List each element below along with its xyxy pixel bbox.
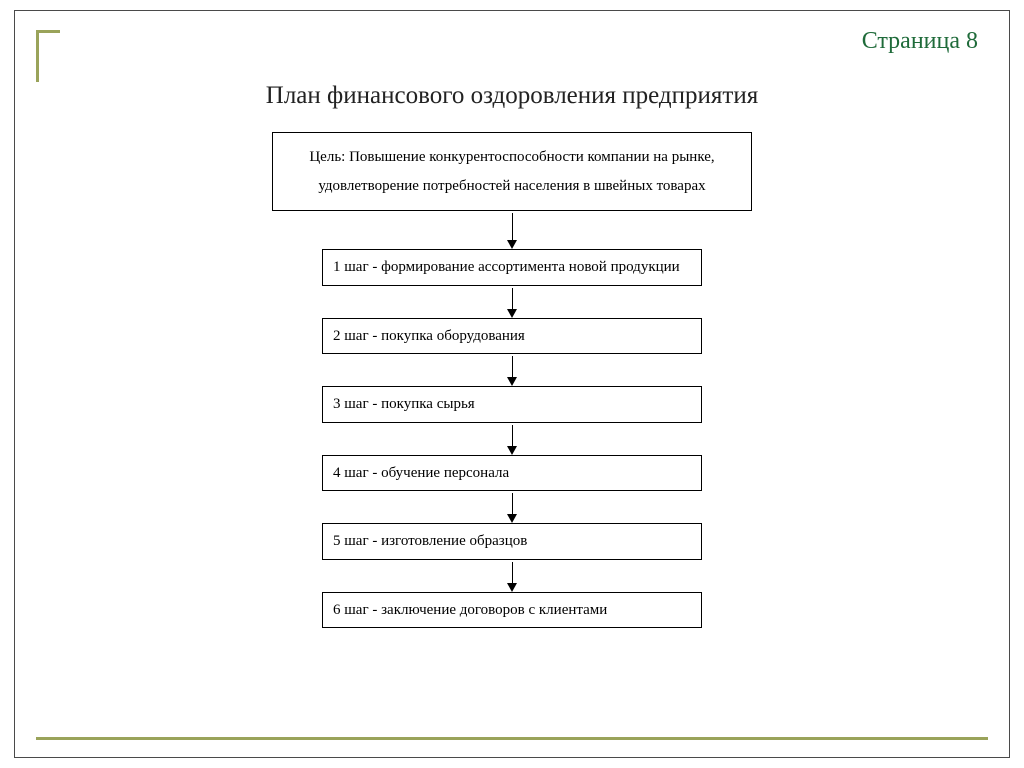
arrow-stem (512, 562, 513, 584)
step-box: 3 шаг - покупка сырья (322, 386, 702, 423)
step-box: 5 шаг - изготовление образцов (322, 523, 702, 560)
arrow-head-icon (507, 446, 517, 455)
flow-arrow (507, 493, 517, 523)
bottom-accent-line (36, 737, 988, 740)
page-number-label: Страница 8 (862, 28, 978, 55)
page-title: План финансового оздоровления предприяти… (0, 82, 1024, 110)
arrow-head-icon (507, 514, 517, 523)
corner-marker (36, 30, 60, 82)
goal-box: Цель: Повышение конкурентоспособности ко… (272, 132, 752, 211)
flow-arrow (507, 288, 517, 318)
arrow-stem (512, 288, 513, 310)
flow-arrow (507, 213, 517, 249)
step-box: 2 шаг - покупка оборудования (322, 318, 702, 355)
arrow-head-icon (507, 240, 517, 249)
flow-arrow (507, 356, 517, 386)
arrow-stem (512, 213, 513, 241)
flow-arrow (507, 562, 517, 592)
arrow-head-icon (507, 377, 517, 386)
arrow-head-icon (507, 309, 517, 318)
step-box: 4 шаг - обучение персонала (322, 455, 702, 492)
arrow-head-icon (507, 583, 517, 592)
step-box: 1 шаг - формирование ассортимента новой … (322, 249, 702, 286)
step-box: 6 шаг - заключение договоров с клиентами (322, 592, 702, 629)
flowchart-container: Цель: Повышение конкурентоспособности ко… (0, 132, 1024, 628)
flow-arrow (507, 425, 517, 455)
arrow-stem (512, 356, 513, 378)
arrow-stem (512, 425, 513, 447)
arrow-stem (512, 493, 513, 515)
